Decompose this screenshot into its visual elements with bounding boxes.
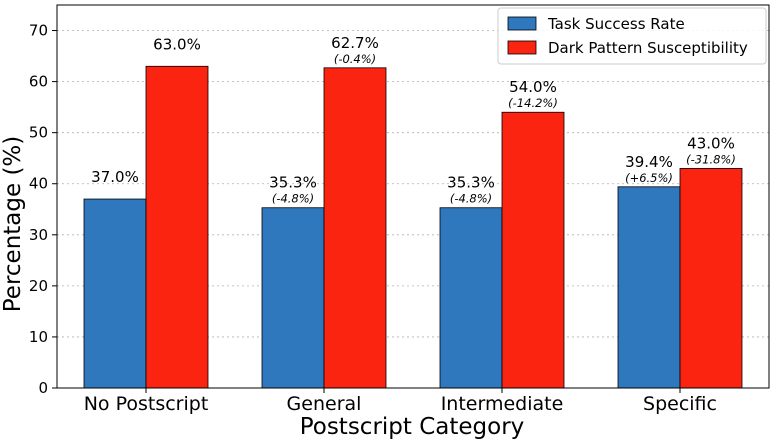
legend-swatch-dark-pattern: [507, 40, 537, 55]
y-tick-label: 20: [29, 277, 48, 295]
legend-swatch-task-success: [507, 16, 537, 31]
value-label: 54.0%: [509, 78, 557, 96]
y-axis-title: Percentage (%): [0, 136, 26, 313]
bar-dark-pattern-susceptibility-specific: [679, 168, 743, 389]
value-label: 37.0%: [91, 168, 139, 186]
x-tick-label-no-postscript: No Postscript: [84, 393, 209, 415]
delta-label: (-4.8%): [272, 192, 314, 206]
bar-dark-pattern-susceptibility-intermediate: [501, 111, 565, 389]
delta-label: (-0.4%): [334, 52, 376, 66]
delta-label: (-4.8%): [450, 192, 492, 206]
y-tick-label: 70: [29, 22, 48, 40]
y-tick-label: 10: [29, 328, 48, 346]
x-tick-label-specific: Specific: [643, 393, 717, 415]
value-labels: 37.0%63.0%35.3%(-4.8%)62.7%(-0.4%)35.3%(…: [91, 34, 736, 206]
x-axis-title: Postscript Category: [300, 414, 525, 440]
value-label: 39.4%: [625, 153, 673, 171]
y-tick-label: 40: [29, 175, 48, 193]
bar-dark-pattern-susceptibility-no-postscript: [145, 65, 209, 389]
y-tick-label: 30: [29, 226, 48, 244]
gridlines: [57, 30, 769, 338]
legend-label-task-success: Task Success Rate: [547, 15, 685, 33]
delta-label: (-31.8%): [686, 152, 736, 166]
value-label: 43.0%: [687, 134, 735, 152]
delta-label: (+6.5%): [625, 171, 673, 185]
legend-label-dark-pattern: Dark Pattern Susceptibility: [548, 39, 748, 57]
bars: [83, 65, 743, 389]
bar-task-success-rate-specific: [617, 186, 681, 389]
y-tick-label: 0: [38, 379, 48, 397]
bar-task-success-rate-general: [261, 207, 325, 389]
y-tick-label: 50: [29, 124, 48, 142]
delta-label: (-14.2%): [508, 96, 558, 110]
bar-task-success-rate-no-postscript: [83, 198, 147, 389]
legend: Task Success Rate Dark Pattern Susceptib…: [497, 7, 767, 65]
plot-frame: [56, 4, 770, 389]
value-label: 35.3%: [269, 174, 317, 192]
x-tick-label-general: General: [287, 393, 362, 415]
bar-task-success-rate-intermediate: [439, 207, 503, 389]
x-tick-label-intermediate: Intermediate: [441, 393, 564, 415]
value-label: 63.0%: [153, 35, 201, 53]
y-tick-label: 60: [29, 73, 48, 91]
value-label: 62.7%: [331, 34, 379, 52]
y-axis: 0 10 20 30 40 50 60 70: [29, 22, 57, 397]
x-axis: No Postscript General Intermediate Specific: [84, 388, 717, 415]
value-label: 35.3%: [447, 174, 495, 192]
legend-box: [497, 7, 767, 65]
bar-dark-pattern-susceptibility-general: [323, 67, 387, 389]
